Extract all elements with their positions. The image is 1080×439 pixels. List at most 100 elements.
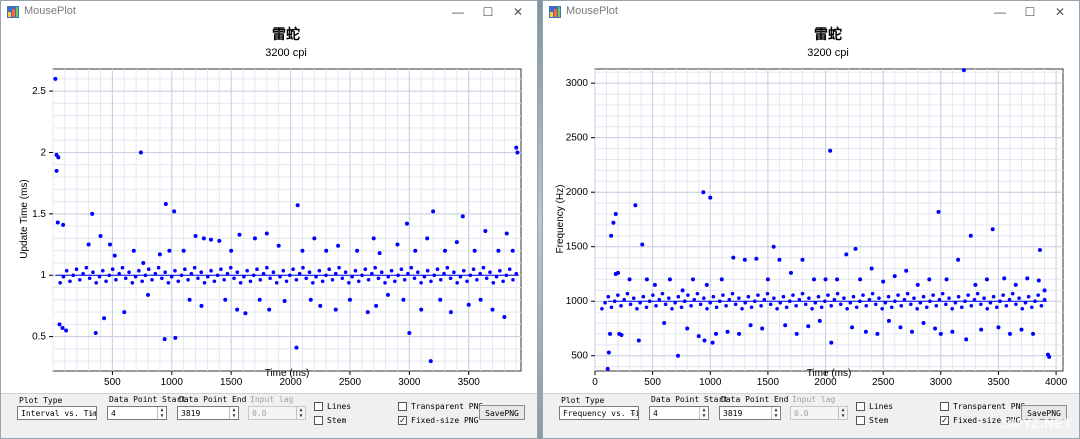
data-point <box>1042 288 1047 293</box>
data-point <box>173 335 178 340</box>
data-point <box>169 274 174 279</box>
data-point <box>242 274 246 279</box>
maximize-button[interactable]: ☐ <box>473 1 503 23</box>
data-point <box>609 305 614 310</box>
plot-area[interactable]: 500 1000 1500 2000 2500 3000 3500 0.511.522.5 … <box>1 23 538 393</box>
data-point <box>944 277 949 282</box>
fixed-size-png-label[interactable]: Fixed-size PNG <box>411 416 479 425</box>
title-bar[interactable]: MousePlot — ☐ ✕ <box>543 1 1079 23</box>
data-point <box>356 279 361 284</box>
save-png-button[interactable]: SavePNG <box>1021 405 1067 420</box>
data-point <box>81 271 85 276</box>
data-point <box>647 299 652 304</box>
data-point <box>196 276 200 281</box>
data-point <box>108 242 113 247</box>
spinner-arrows-icon[interactable]: ▲ ▼ <box>229 407 238 419</box>
stem-label[interactable]: Stem <box>869 416 889 425</box>
data-point <box>622 297 627 302</box>
lines-label[interactable]: Lines <box>327 402 352 411</box>
data-point <box>880 306 884 311</box>
data-point <box>393 279 397 284</box>
x-tick-label: 4000 <box>1045 377 1068 388</box>
data-point <box>742 257 747 262</box>
plot-area[interactable]: 0 500 1000 1500 2000 2500 3000 3500 4000 500 1000… <box>543 23 1080 393</box>
data-point <box>448 276 453 281</box>
data-point <box>778 300 783 305</box>
data-point <box>100 268 105 273</box>
close-button[interactable]: ✕ <box>503 1 533 23</box>
transparent-png-checkbox[interactable] <box>940 402 949 411</box>
data-point <box>701 190 706 195</box>
chart-title: 雷蛇 <box>814 26 842 43</box>
data-point <box>725 329 730 334</box>
data-point <box>982 296 986 301</box>
lines-checkbox[interactable] <box>856 402 865 411</box>
data-point <box>133 274 138 279</box>
end-label: Data Point End <box>179 395 247 404</box>
data-point <box>748 323 753 328</box>
minimize-button[interactable]: — <box>443 1 473 23</box>
data-point <box>401 297 406 302</box>
data-point <box>471 267 476 272</box>
data-point <box>146 267 151 272</box>
data-point <box>102 316 107 321</box>
spinner-arrows-icon[interactable]: ▲ ▼ <box>771 407 780 419</box>
data-point <box>193 233 198 238</box>
plot-type-select[interactable]: Frequency vs. Ti ⌵ <box>559 406 639 420</box>
data-point <box>781 294 786 299</box>
data-point <box>373 265 377 270</box>
data-point <box>68 279 72 284</box>
plot-type-select[interactable]: Interval vs. Tim ⌵ <box>17 406 97 420</box>
data-point <box>281 268 286 273</box>
data-point <box>921 321 926 326</box>
data-point <box>682 299 687 304</box>
y-tick-label: 1500 <box>566 242 589 253</box>
data-point <box>765 291 770 296</box>
data-point <box>717 299 722 304</box>
data-point <box>676 294 681 299</box>
stem-checkbox[interactable] <box>856 416 865 425</box>
lines-label[interactable]: Lines <box>869 402 894 411</box>
end-input[interactable]: 3819 ▲ ▼ <box>719 406 781 420</box>
data-point <box>442 271 446 276</box>
data-point <box>90 211 95 216</box>
end-input[interactable]: 3819 ▲ ▼ <box>177 406 239 420</box>
data-point <box>413 248 418 253</box>
data-point <box>710 340 715 345</box>
data-point <box>771 244 776 249</box>
y-tick-label: 2 <box>40 147 46 158</box>
fixed-size-png-checkbox[interactable]: ✓ <box>940 416 949 425</box>
data-point <box>494 274 499 279</box>
transparent-png-label[interactable]: Transparent PNG <box>411 402 484 411</box>
data-point <box>412 276 417 281</box>
data-point <box>984 277 989 282</box>
save-png-button[interactable]: SavePNG <box>479 405 525 420</box>
data-point <box>1007 331 1012 336</box>
spinner-arrows-icon[interactable]: ▲ ▼ <box>699 407 708 419</box>
close-button[interactable]: ✕ <box>1045 1 1075 23</box>
transparent-png-label[interactable]: Transparent PNG <box>953 402 1026 411</box>
data-point <box>514 271 519 276</box>
maximize-button[interactable]: ☐ <box>1015 1 1045 23</box>
stem-label[interactable]: Stem <box>327 416 347 425</box>
data-point <box>685 326 690 331</box>
start-input[interactable]: 4 ▲ ▼ <box>649 406 709 420</box>
data-point <box>208 237 213 242</box>
data-point <box>823 299 827 304</box>
start-input[interactable]: 4 ▲ ▼ <box>107 406 167 420</box>
x-tick-label: 3500 <box>987 377 1010 388</box>
transparent-png-checkbox[interactable] <box>398 402 407 411</box>
data-point <box>425 236 430 241</box>
minimize-button[interactable]: — <box>985 1 1015 23</box>
y-tick-label: 500 <box>571 351 588 362</box>
fixed-size-png-label[interactable]: Fixed-size PNG <box>953 416 1021 425</box>
data-point <box>409 265 414 270</box>
lines-checkbox[interactable] <box>314 402 323 411</box>
spinner-arrows-icon[interactable]: ▲ ▼ <box>157 407 166 419</box>
data-point <box>235 307 240 312</box>
title-bar[interactable]: MousePlot — ☐ ✕ <box>1 1 537 23</box>
data-point <box>938 331 943 336</box>
maximize-icon: ☐ <box>482 5 494 19</box>
fixed-size-png-checkbox[interactable]: ✓ <box>398 416 407 425</box>
stem-checkbox[interactable] <box>314 416 323 425</box>
